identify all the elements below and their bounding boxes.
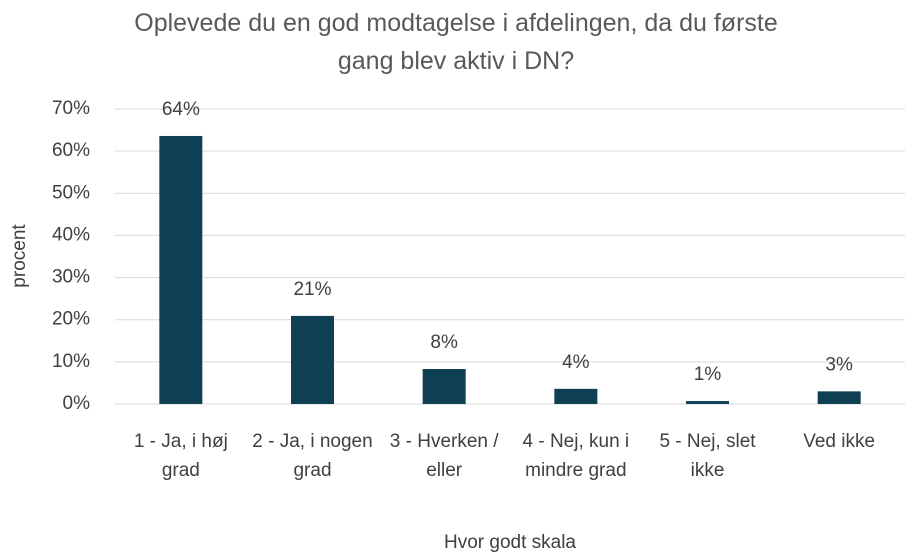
y-tick-label: 50% — [52, 182, 90, 203]
y-tick-label: 70% — [52, 98, 90, 119]
x-tick-label: 5 - Nej, slet ikke — [659, 431, 756, 481]
x-axis-label: Hvor godt skala — [443, 532, 576, 553]
y-tick-label: 30% — [52, 267, 90, 288]
bar — [686, 401, 729, 404]
data-label: 1% — [694, 364, 722, 385]
bar — [291, 315, 334, 404]
chart-title: Oplevede du en god modtagelse i afdeling… — [134, 9, 778, 75]
y-axis-label: procent — [9, 224, 30, 288]
bar — [817, 391, 861, 404]
bar — [159, 135, 203, 404]
bar — [554, 388, 598, 404]
bar — [422, 369, 466, 404]
data-label: 3% — [825, 354, 853, 375]
data-label: 8% — [430, 332, 458, 353]
data-label: 64% — [162, 99, 200, 120]
y-tick-label: 10% — [52, 351, 90, 372]
y-tick-label: 0% — [63, 393, 91, 414]
data-label: 4% — [562, 352, 590, 373]
x-tick-label: 3 - Hverken / eller — [389, 431, 499, 481]
x-tick-label: 2 - Ja, i nogen grad — [252, 431, 373, 481]
y-tick-label: 40% — [52, 224, 90, 245]
y-tick-label: 20% — [52, 309, 90, 330]
x-tick-label: 4 - Nej, kun i mindre grad — [522, 431, 630, 481]
data-label: 21% — [293, 279, 331, 300]
y-tick-label: 60% — [52, 140, 90, 161]
x-tick-label: 1 - Ja, i høj grad — [133, 431, 228, 481]
x-tick-label: Ved ikke — [803, 431, 876, 452]
